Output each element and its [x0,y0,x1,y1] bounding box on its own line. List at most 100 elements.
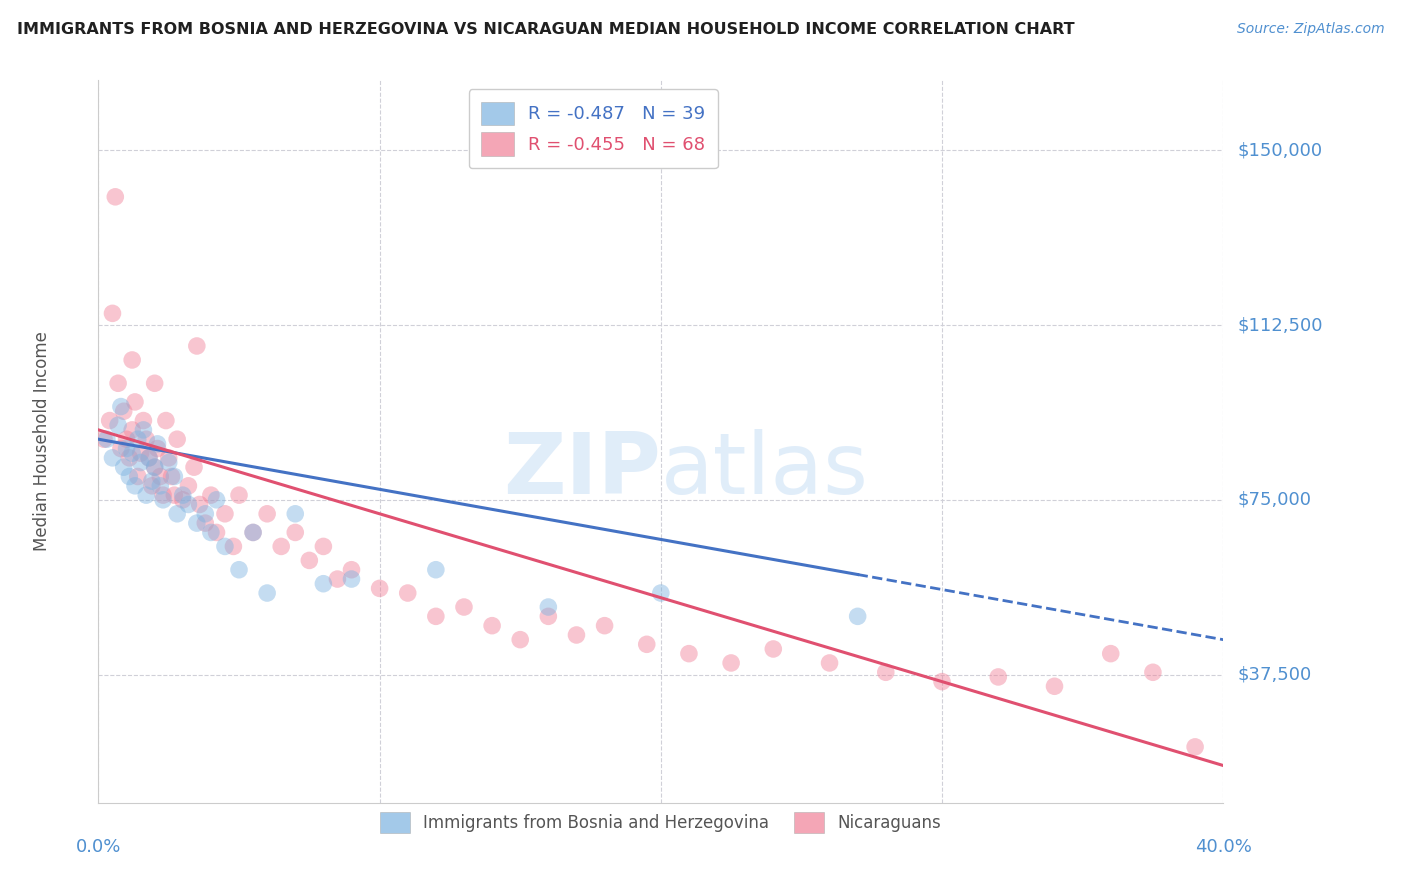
Point [284,525,307,540]
Point [124,479,146,493]
Point [143,376,166,391]
Point [115,432,138,446]
Point [146,437,169,451]
Point [222,540,245,554]
Point [101,450,124,465]
Point [1184,739,1206,754]
Point [98,413,121,427]
Point [214,540,236,554]
Point [149,469,172,483]
Point [160,469,183,483]
Point [138,450,160,465]
Point [242,525,264,540]
Point [96,432,118,446]
Point [312,540,335,554]
Point [242,525,264,540]
Point [537,609,560,624]
Point [152,488,174,502]
Point [931,674,953,689]
Point [135,488,157,502]
Text: IMMIGRANTS FROM BOSNIA AND HERZEGOVINA VS NICARAGUAN MEDIAN HOUSEHOLD INCOME COR: IMMIGRANTS FROM BOSNIA AND HERZEGOVINA V… [17,22,1074,37]
Point [93,432,115,446]
Point [188,498,211,512]
Point [565,628,588,642]
Point [172,488,194,502]
Point [396,586,419,600]
Point [1043,679,1066,693]
Point [163,488,186,502]
Point [256,507,278,521]
Point [127,469,149,483]
Point [720,656,742,670]
Point [214,507,236,521]
Point [340,572,363,586]
Point [141,479,163,493]
Text: ZIP: ZIP [503,429,661,512]
Point [846,609,869,624]
Point [110,400,132,414]
Text: atlas: atlas [661,429,869,512]
Point [143,460,166,475]
Point [129,446,152,460]
Point [138,450,160,465]
Point [107,418,129,433]
Point [481,618,503,632]
Point [987,670,1010,684]
Point [183,460,205,475]
Text: Source: ZipAtlas.com: Source: ZipAtlas.com [1237,22,1385,37]
Point [340,563,363,577]
Point [650,586,672,600]
Point [177,479,200,493]
Point [146,442,169,456]
Point [509,632,531,647]
Point [121,423,143,437]
Point [194,516,217,530]
Point [177,498,200,512]
Point [157,450,180,465]
Point [121,353,143,368]
Point [678,647,700,661]
Point [135,432,157,446]
Point [256,586,278,600]
Point [425,609,447,624]
Point [875,665,897,680]
Point [200,525,222,540]
Point [593,618,616,632]
Point [1142,665,1164,680]
Point [118,469,141,483]
Point [172,492,194,507]
Point [298,553,321,567]
Point [312,576,335,591]
Point [101,306,124,320]
Point [141,474,163,488]
Point [636,637,658,651]
Point [104,190,127,204]
Text: $112,500: $112,500 [1237,316,1323,334]
Point [132,423,155,437]
Point [121,446,143,460]
Point [149,479,172,493]
Point [112,404,135,418]
Text: $37,500: $37,500 [1237,665,1312,683]
Point [166,432,188,446]
Point [228,563,250,577]
Point [166,507,188,521]
Point [152,492,174,507]
Point [186,339,208,353]
Point [115,442,138,456]
Text: 0.0%: 0.0% [76,838,121,855]
Point [1099,647,1122,661]
Point [157,456,180,470]
Point [326,572,349,586]
Point [110,442,132,456]
Text: 40.0%: 40.0% [1195,838,1251,855]
Legend: Immigrants from Bosnia and Herzegovina, Nicaraguans: Immigrants from Bosnia and Herzegovina, … [368,800,953,845]
Point [112,460,135,475]
Point [205,492,228,507]
Point [228,488,250,502]
Point [132,413,155,427]
Point [453,600,475,615]
Point [107,376,129,391]
Point [205,525,228,540]
Point [762,642,785,657]
